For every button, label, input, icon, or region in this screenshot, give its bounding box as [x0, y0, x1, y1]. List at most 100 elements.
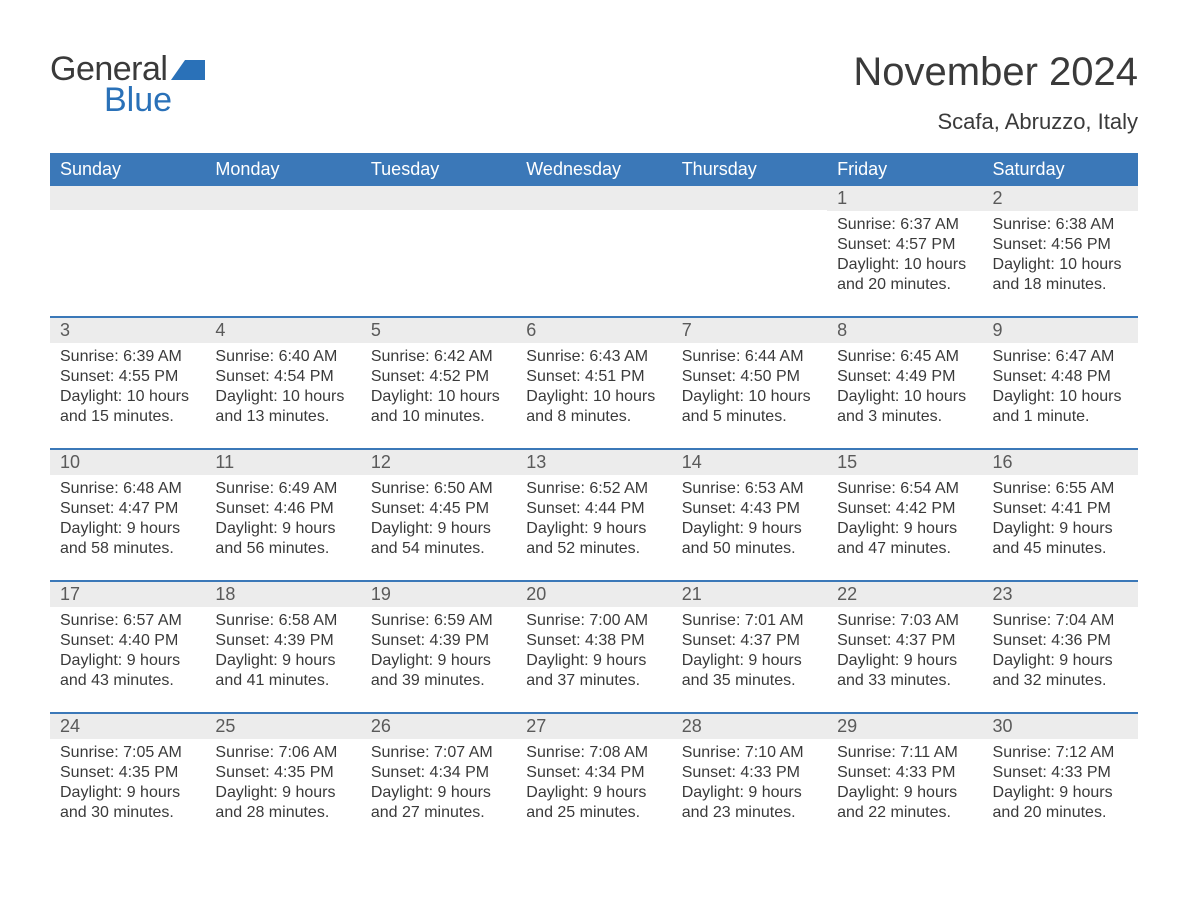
day-number: 20 [516, 582, 671, 607]
day-detail: Sunrise: 7:07 AMSunset: 4:34 PMDaylight:… [371, 743, 506, 823]
daylight-text: Daylight: 9 hours and 41 minutes. [215, 651, 350, 691]
daylight-text: Daylight: 9 hours and 37 minutes. [526, 651, 661, 691]
location: Scafa, Abruzzo, Italy [853, 109, 1138, 135]
month-title: November 2024 [853, 50, 1138, 95]
day-number: 27 [516, 714, 671, 739]
calendar-cell: 22 Sunrise: 7:03 AMSunset: 4:37 PMDayligh… [827, 582, 982, 702]
sunset-text: Sunset: 4:39 PM [215, 631, 350, 651]
day-number: 11 [205, 450, 360, 475]
calendar-cell: 1Sunrise: 6:37 AMSunset: 4:57 PMDaylight… [827, 186, 982, 306]
day-detail: Sunrise: 6:48 AMSunset: 4:47 PMDaylight:… [60, 479, 195, 559]
sunset-text: Sunset: 4:36 PM [993, 631, 1128, 651]
day-number: 29 [827, 714, 982, 739]
calendar-cell: 6Sunrise: 6:43 AMSunset: 4:51 PMDaylight… [516, 318, 671, 438]
day-detail: Sunrise: 7:00 AMSunset: 4:38 PMDaylight:… [526, 611, 661, 691]
sunset-text: Sunset: 4:57 PM [837, 235, 972, 255]
calendar-week: 24Sunrise: 7:05 AMSunset: 4:35 PMDayligh… [50, 712, 1138, 834]
calendar-week: 10 Sunrise: 6:48 AMSunset: 4:47 PMDayligh… [50, 448, 1138, 570]
sunrise-text: Sunrise: 6:38 AM [993, 215, 1128, 235]
sunrise-text: Sunrise: 6:54 AM [837, 479, 972, 499]
sunset-text: Sunset: 4:37 PM [682, 631, 817, 651]
daylight-text: Daylight: 9 hours and 39 minutes. [371, 651, 506, 691]
sunset-text: Sunset: 4:55 PM [60, 367, 195, 387]
sunset-text: Sunset: 4:39 PM [371, 631, 506, 651]
col-friday: Friday [827, 153, 982, 186]
title-block: November 2024 Scafa, Abruzzo, Italy [853, 50, 1138, 135]
calendar-cell: 29Sunrise: 7:11 AMSunset: 4:33 PMDayligh… [827, 714, 982, 834]
sunset-text: Sunset: 4:43 PM [682, 499, 817, 519]
sunset-text: Sunset: 4:47 PM [60, 499, 195, 519]
sunset-text: Sunset: 4:45 PM [371, 499, 506, 519]
day-detail: Sunrise: 7:03 AMSunset: 4:37 PMDaylight:… [837, 611, 972, 691]
calendar-cell [672, 186, 827, 306]
calendar-cell: 27Sunrise: 7:08 AMSunset: 4:34 PMDayligh… [516, 714, 671, 834]
day-detail: Sunrise: 6:49 AMSunset: 4:46 PMDaylight:… [215, 479, 350, 559]
col-monday: Monday [205, 153, 360, 186]
daylight-text: Daylight: 10 hours and 1 minute. [993, 387, 1128, 427]
daylight-text: Daylight: 10 hours and 10 minutes. [371, 387, 506, 427]
day-number: 25 [205, 714, 360, 739]
daylight-text: Daylight: 9 hours and 22 minutes. [837, 783, 972, 823]
sunrise-text: Sunrise: 6:53 AM [682, 479, 817, 499]
calendar-cell: 30Sunrise: 7:12 AMSunset: 4:33 PMDayligh… [983, 714, 1138, 834]
calendar-cell [516, 186, 671, 306]
sunrise-text: Sunrise: 6:58 AM [215, 611, 350, 631]
day-number: 22 [827, 582, 982, 607]
col-sunday: Sunday [50, 153, 205, 186]
calendar-cell: 12 Sunrise: 6:50 AMSunset: 4:45 PMDayligh… [361, 450, 516, 570]
sunset-text: Sunset: 4:40 PM [60, 631, 195, 651]
day-number: 13 [516, 450, 671, 475]
sunrise-text: Sunrise: 6:39 AM [60, 347, 195, 367]
day-number: 17 [50, 582, 205, 607]
daylight-text: Daylight: 9 hours and 43 minutes. [60, 651, 195, 691]
calendar-cell: 7Sunrise: 6:44 AMSunset: 4:50 PMDaylight… [672, 318, 827, 438]
day-number [672, 186, 827, 210]
day-number: 23 [983, 582, 1138, 607]
day-detail: Sunrise: 6:55 AMSunset: 4:41 PMDaylight:… [993, 479, 1128, 559]
sunset-text: Sunset: 4:34 PM [371, 763, 506, 783]
calendar-cell: 19Sunrise: 6:59 AMSunset: 4:39 PMDayligh… [361, 582, 516, 702]
calendar-cell: 5Sunrise: 6:42 AMSunset: 4:52 PMDaylight… [361, 318, 516, 438]
calendar-week: 3 Sunrise: 6:39 AMSunset: 4:55 PM Daylight… [50, 316, 1138, 438]
day-number: 12 [361, 450, 516, 475]
day-detail: Sunrise: 7:06 AMSunset: 4:35 PMDaylight:… [215, 743, 350, 823]
sunrise-text: Sunrise: 7:06 AM [215, 743, 350, 763]
day-number: 18 [205, 582, 360, 607]
sunrise-text: Sunrise: 6:59 AM [371, 611, 506, 631]
daylight-text: Daylight: 10 hours and 13 minutes. [215, 387, 350, 427]
day-detail: Sunrise: 6:50 AMSunset: 4:45 PMDaylight:… [371, 479, 506, 559]
day-number: 28 [672, 714, 827, 739]
day-number: 21 [672, 582, 827, 607]
sunset-text: Sunset: 4:37 PM [837, 631, 972, 651]
day-number: 3 [50, 318, 205, 343]
day-detail: Sunrise: 6:45 AMSunset: 4:49 PMDaylight:… [837, 347, 972, 427]
sunrise-text: Sunrise: 6:52 AM [526, 479, 661, 499]
sunset-text: Sunset: 4:51 PM [526, 367, 661, 387]
sunset-text: Sunset: 4:46 PM [215, 499, 350, 519]
daylight-text: Daylight: 9 hours and 27 minutes. [371, 783, 506, 823]
day-detail: Sunrise: 6:47 AMSunset: 4:48 PMDaylight:… [993, 347, 1128, 427]
daylight-text: Daylight: 9 hours and 32 minutes. [993, 651, 1128, 691]
day-number: 4 [205, 318, 360, 343]
day-number: 26 [361, 714, 516, 739]
daylight-text: Daylight: 9 hours and 50 minutes. [682, 519, 817, 559]
sunset-text: Sunset: 4:35 PM [60, 763, 195, 783]
day-number [516, 186, 671, 210]
sunset-text: Sunset: 4:56 PM [993, 235, 1128, 255]
sunset-text: Sunset: 4:54 PM [215, 367, 350, 387]
calendar-cell: 14Sunrise: 6:53 AMSunset: 4:43 PMDayligh… [672, 450, 827, 570]
col-thursday: Thursday [672, 153, 827, 186]
sunset-text: Sunset: 4:33 PM [682, 763, 817, 783]
day-detail: Sunrise: 6:38 AMSunset: 4:56 PMDaylight:… [993, 215, 1128, 295]
day-number: 10 [50, 450, 205, 475]
daylight-text: Daylight: 9 hours and 47 minutes. [837, 519, 972, 559]
day-detail: Sunrise: 6:57 AMSunset: 4:40 PMDaylight:… [60, 611, 195, 691]
sunrise-text: Sunrise: 7:07 AM [371, 743, 506, 763]
day-number: 1 [827, 186, 982, 211]
sunset-text: Sunset: 4:50 PM [682, 367, 817, 387]
calendar-cell: 13Sunrise: 6:52 AMSunset: 4:44 PMDayligh… [516, 450, 671, 570]
sunset-text: Sunset: 4:42 PM [837, 499, 972, 519]
daylight-text: Daylight: 9 hours and 54 minutes. [371, 519, 506, 559]
sunrise-text: Sunrise: 6:55 AM [993, 479, 1128, 499]
day-number: 5 [361, 318, 516, 343]
